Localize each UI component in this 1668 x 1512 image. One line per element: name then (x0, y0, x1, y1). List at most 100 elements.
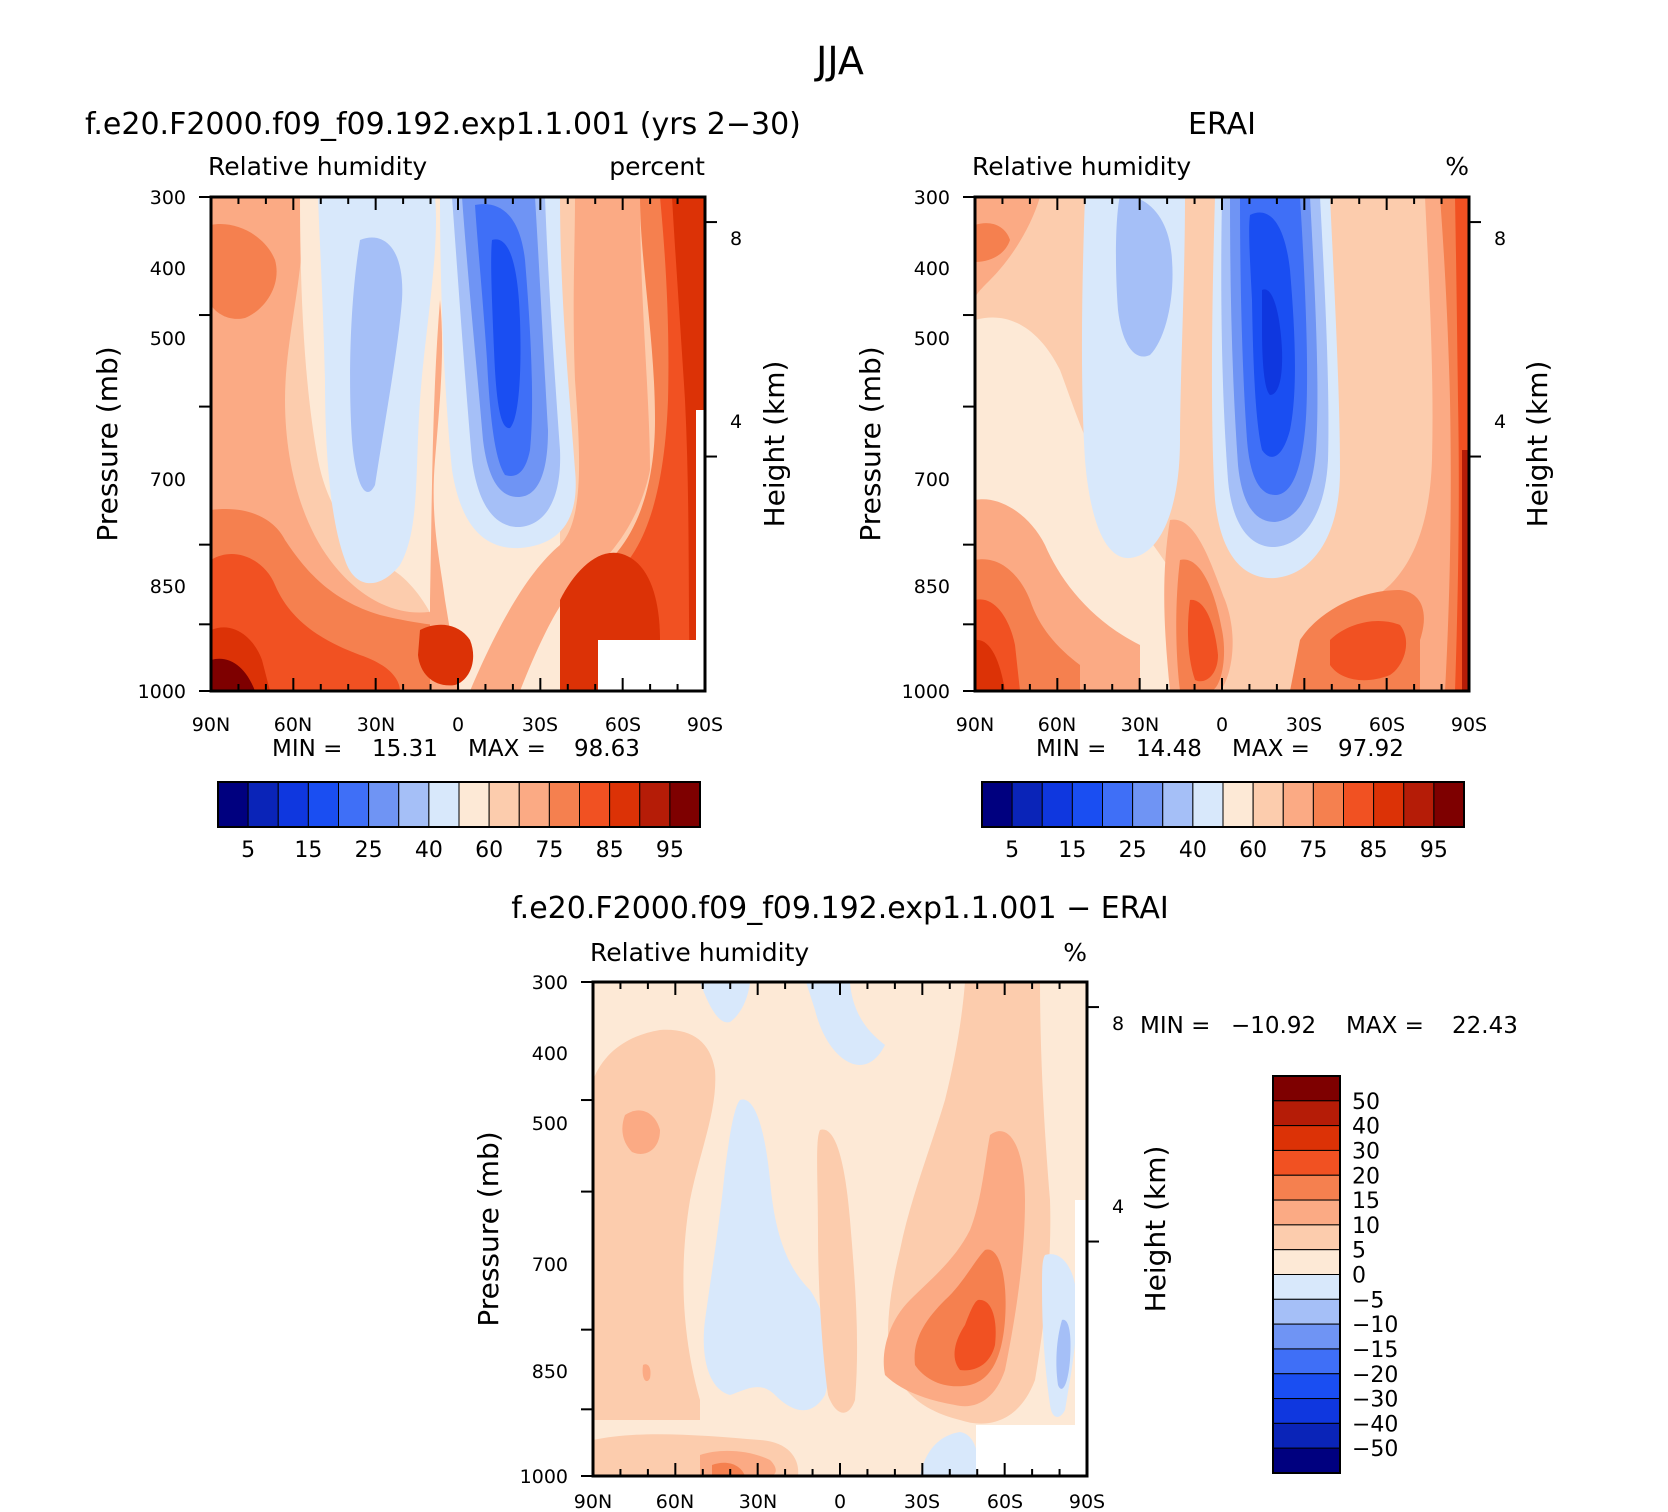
xtick-label: 90N (574, 1491, 612, 1512)
colorbar-swatch (639, 781, 671, 828)
colorbar-swatch (1272, 1447, 1341, 1474)
colorbar-label: −40 (1352, 1412, 1398, 1437)
panel-model-y2label: Height (km) (758, 361, 791, 528)
colorbar-label: 40 (415, 838, 443, 863)
min-value: −10.92 (1231, 1013, 1316, 1039)
colorbar-label: 5 (1352, 1239, 1366, 1264)
colorbar-frame (1272, 1075, 1341, 1474)
colorbar-swatch (428, 781, 460, 828)
colorbar-swatch (609, 781, 641, 828)
ytick-label: 400 (914, 258, 950, 280)
min-label: MIN = (1036, 736, 1106, 762)
field-band-north-upper (975, 197, 1040, 300)
colorbar-swatch (518, 781, 550, 828)
panel-diff-xtick-labels: 90N 60N 30N 0 30S 60S 90S (574, 1491, 1105, 1512)
panel-erai-title: ERAI (1188, 107, 1256, 142)
max-label: MAX = (1232, 736, 1310, 762)
colorbar-swatch (1343, 781, 1375, 828)
colorbar-label: 85 (596, 838, 624, 863)
ytick-label: 1000 (520, 1466, 568, 1488)
colorbar-label: −10 (1352, 1313, 1398, 1338)
panel-erai-units-label: % (1445, 152, 1469, 181)
colorbar-swatch (1272, 1373, 1341, 1400)
panel-erai-minmax: MIN = 14.48 MAX = 97.92 (1036, 736, 1404, 762)
panel-diff: f.e20.F2000.f09_f09.192.exp1.1.001 − ERA… (472, 891, 1518, 1512)
panel-model-ytick-labels: 300 400 500 700 850 1000 (138, 187, 186, 703)
panel-diff-ticks (581, 981, 1099, 1477)
panel-erai-variable-label: Relative humidity (972, 152, 1191, 181)
colorbar-swatch (458, 781, 490, 828)
colorbar-swatch (307, 781, 339, 828)
panel-model-ylabel: Pressure (mb) (91, 346, 124, 541)
xtick-label: 30N (357, 714, 395, 736)
field-band-top-negative-b (806, 982, 885, 1065)
xtick-label: 60S (987, 1491, 1023, 1512)
field-band-dry-south-core (491, 239, 521, 429)
min-value: 15.31 (372, 736, 438, 762)
panel-diff-minmax: MIN = −10.92 MAX = 22.43 (1140, 1013, 1518, 1039)
colorbar-swatch (548, 781, 580, 828)
field-band-south-polar-negative-core (1056, 1319, 1071, 1389)
colorbar-swatch (217, 781, 249, 828)
panel-model-units-label: percent (609, 152, 705, 181)
colorbar-label: 5 (241, 838, 255, 863)
colorbar-label: 10 (1352, 1214, 1380, 1239)
xtick-label: 60S (605, 714, 641, 736)
colorbar-swatch (1041, 781, 1073, 828)
colorbar-swatch (1272, 1249, 1341, 1275)
colorbar-swatch (1272, 1174, 1341, 1201)
panel-diff-y2tick-labels: 8 4 (1112, 1013, 1124, 1218)
colorbar-swatch (1071, 781, 1103, 828)
field-band-south-mid (1300, 197, 1469, 691)
field-band-equatorial (1190, 197, 1215, 540)
min-label: MIN = (1140, 1013, 1210, 1039)
field-band-top-negative-a (700, 982, 750, 1023)
panel-diff-ytick-labels: 300 400 500 700 850 1000 (520, 972, 568, 1488)
xtick-label: 90S (687, 714, 723, 736)
panel-erai-ytick-labels: 300 400 500 700 850 1000 (902, 187, 950, 703)
panel-model-ticks (199, 196, 717, 692)
field-below-ground-mask (976, 1425, 1087, 1476)
colorbar-swatch (338, 781, 370, 828)
panel-model-field (211, 197, 705, 691)
panel-model-colorbar: 5 15 25 40 60 75 85 95 (217, 781, 701, 863)
xtick-label: 0 (452, 714, 464, 736)
field-band-south-subtropic (470, 197, 650, 691)
colorbar-label: 75 (1299, 838, 1327, 863)
panel-erai: ERAI Relative humidity % (854, 107, 1554, 863)
colorbar-label: −20 (1352, 1363, 1398, 1388)
xtick-label: 90S (1069, 1491, 1105, 1512)
colorbar-swatch (368, 781, 400, 828)
min-label: MIN = (272, 736, 342, 762)
ytick-label: 1000 (138, 681, 186, 703)
xtick-label: 30S (904, 1491, 940, 1512)
panel-diff-units-label: % (1063, 938, 1087, 967)
y2tick-label: 8 (1112, 1013, 1124, 1035)
ytick-label: 700 (532, 1254, 568, 1276)
colorbar-swatch (1282, 781, 1314, 828)
field-band-north-positive-core (622, 1110, 660, 1154)
ytick-label: 850 (532, 1361, 568, 1383)
colorbar-swatch (1272, 1199, 1341, 1226)
field-band-south-polar-core (1462, 450, 1469, 691)
panel-erai-colorbar: 5 15 25 40 60 75 85 95 (981, 781, 1465, 863)
colorbar-swatch (1272, 1274, 1341, 1300)
colorbar-swatch (1102, 781, 1134, 828)
xtick-label: 90N (192, 714, 230, 736)
colorbar-swatch (1373, 781, 1405, 828)
xtick-label: 30N (739, 1491, 777, 1512)
colorbar-label: 60 (475, 838, 503, 863)
field-band-dry-north-core (350, 237, 403, 493)
field-band-south-storm (560, 197, 705, 691)
colorbar-swatch (1272, 1125, 1341, 1151)
field-band-south-storm-core (1330, 620, 1407, 681)
xtick-label: 60N (1038, 714, 1076, 736)
field-band-equatorial-surface (418, 624, 474, 686)
xtick-label: 30S (522, 714, 558, 736)
colorbar-swatch (488, 781, 520, 828)
colorbar-label: 25 (1119, 838, 1147, 863)
panel-erai-xtick-labels: 90N 60N 30N 0 30S 60S 90S (956, 714, 1487, 736)
colorbar-swatch (1312, 781, 1344, 828)
max-label: MAX = (1346, 1013, 1424, 1039)
field-band-equatorial-surface-core (1187, 599, 1218, 682)
